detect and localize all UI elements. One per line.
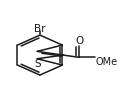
Text: O: O	[75, 36, 83, 46]
Text: S: S	[35, 59, 41, 69]
Text: Br: Br	[34, 24, 46, 34]
Text: OMe: OMe	[96, 57, 118, 67]
